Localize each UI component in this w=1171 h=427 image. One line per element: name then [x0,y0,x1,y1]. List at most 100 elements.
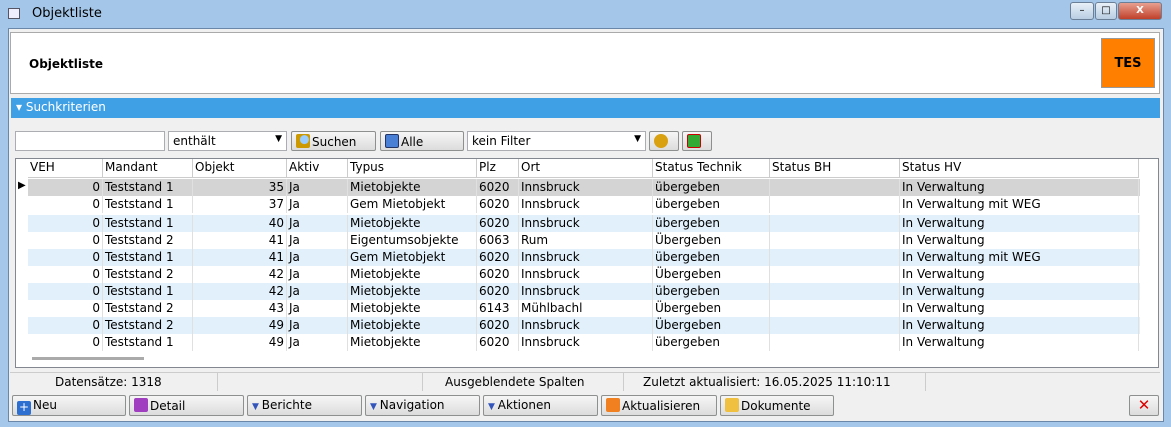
close-form-button[interactable]: ✕ [1129,395,1159,416]
title-bar [0,0,1171,28]
cell-objekt: 37 [193,196,287,213]
navigation-button[interactable]: ▼ Navigation [365,395,480,416]
cell-status-bh [770,334,900,351]
reports-button[interactable]: ▼ Berichte [247,395,362,416]
magnifier-icon [296,134,310,148]
filter-edit-button[interactable] [649,131,679,151]
table-row[interactable]: 0 Teststand 2 49 Ja Mietobjekte 6020 Innsbruck… [28,317,1140,334]
cell-ort: Innsbruck [519,249,653,266]
column-header-status-technik[interactable]: Status Technik [653,159,770,178]
cell-veh: 0 [28,300,103,317]
funnel-icon [654,134,668,148]
column-header-ort[interactable]: Ort [519,159,653,178]
chevron-down-icon: ▼ [275,134,282,144]
cell-typus: Mietobjekte [348,334,477,351]
cell-plz: 6020 [477,283,519,300]
table-row[interactable]: 0 Teststand 1 49 Ja Mietobjekte 6020 Innsbruck… [28,334,1140,351]
table-row[interactable]: 0 Teststand 1 42 Ja Mietobjekte 6020 Innsbruck… [28,283,1140,300]
actions-button[interactable]: ▼ Aktionen [483,395,598,416]
cell-typus: Mietobjekte [348,179,477,196]
column-header-plz[interactable]: Plz [477,159,519,178]
cell-status-bh [770,196,900,213]
filter-select[interactable]: kein Filter ▼ [467,131,646,151]
refresh-button[interactable]: Aktualisieren [601,395,717,416]
navigation-label: Navigation [379,398,445,412]
table-row[interactable]: 0 Teststand 1 41 Ja Gem Mietobjekt 6020 Innsbr… [28,249,1140,266]
hidden-columns-link[interactable]: Ausgeblendete Spalten [445,375,585,389]
window-title: Objektliste [32,6,102,21]
table-row[interactable]: 0 Teststand 1 35 Ja Mietobjekte 6020 Innsbruck… [28,179,1140,196]
reports-label: Berichte [261,398,312,412]
column-header-aktiv[interactable]: Aktiv [287,159,348,178]
close-window-button[interactable]: X [1118,2,1162,20]
all-button[interactable]: Alle [380,131,464,151]
cell-veh: 0 [28,249,103,266]
cell-status-hv: In Verwaltung mit WEG [900,196,1139,213]
cell-objekt: 41 [193,249,287,266]
detail-button[interactable]: Detail [129,395,244,416]
column-header-status-bh[interactable]: Status BH [770,159,900,178]
page-header: Objektliste TES [10,32,1160,94]
cell-mandant: Teststand 2 [103,232,193,249]
cell-aktiv: Ja [287,266,348,283]
table-row[interactable]: 0 Teststand 2 41 Ja Eigentumsobjekte 6063 Rum Ü… [28,232,1140,249]
cell-veh: 0 [28,179,103,196]
cell-ort: Innsbruck [519,179,653,196]
cell-veh: 0 [28,232,103,249]
chevron-down-icon: ▼ [634,134,641,144]
column-header-objekt[interactable]: Objekt [193,159,287,178]
search-button[interactable]: Suchen [291,131,376,151]
cell-aktiv: Ja [287,232,348,249]
object-table[interactable]: VEH Mandant Objekt Aktiv Typus Plz Ort Status T… [15,158,1159,368]
cell-aktiv: Ja [287,249,348,266]
cell-veh: 0 [28,334,103,351]
filter-value: kein Filter [472,134,531,148]
cell-typus: Mietobjekte [348,215,477,232]
cell-status-hv: In Verwaltung [900,179,1139,196]
column-header-typus[interactable]: Typus [348,159,477,178]
cell-aktiv: Ja [287,179,348,196]
cell-mandant: Teststand 2 [103,317,193,334]
cell-ort: Innsbruck [519,334,653,351]
search-input[interactable] [15,131,165,151]
horizontal-scrollbar[interactable] [32,357,144,360]
refresh-icon [606,398,620,412]
search-button-label: Suchen [312,135,357,149]
cell-plz: 6020 [477,317,519,334]
minimize-button[interactable]: – [1070,2,1094,20]
cell-veh: 0 [28,266,103,283]
cell-objekt: 41 [193,232,287,249]
cell-status-hv: In Verwaltung [900,334,1139,351]
table-row[interactable]: 0 Teststand 2 42 Ja Mietobjekte 6020 Innsbruck… [28,266,1140,283]
cell-ort: Innsbruck [519,317,653,334]
new-button[interactable]: + Neu [12,395,126,416]
cell-status-bh [770,215,900,232]
cell-aktiv: Ja [287,215,348,232]
maximize-button[interactable]: □ [1095,2,1117,20]
cell-status-hv: In Verwaltung [900,215,1139,232]
table-row[interactable]: 0 Teststand 1 37 Ja Gem Mietobjekt 6020 Innsbr… [28,196,1140,213]
cell-mandant: Teststand 1 [103,196,193,213]
operator-value: enthält [173,134,216,148]
table-row[interactable]: 0 Teststand 2 43 Ja Mietobjekte 6143 Mühlbachl… [28,300,1140,317]
cell-objekt: 35 [193,179,287,196]
column-header-status-hv[interactable]: Status HV [900,159,1139,178]
tenant-badge: TES [1101,38,1155,88]
cell-typus: Eigentumsobjekte [348,232,477,249]
table-row[interactable]: 0 Teststand 1 40 Ja Mietobjekte 6020 Innsbruck… [28,215,1140,232]
documents-button[interactable]: Dokumente [720,395,834,416]
column-header-veh[interactable]: VEH [28,159,103,178]
new-label: Neu [33,398,57,412]
column-header-mandant[interactable]: Mandant [103,159,193,178]
clear-filter-button[interactable] [682,131,712,151]
cell-mandant: Teststand 1 [103,283,193,300]
cell-plz: 6063 [477,232,519,249]
cell-status-technik: Übergeben [653,300,770,317]
cell-veh: 0 [28,317,103,334]
cell-typus: Mietobjekte [348,300,477,317]
search-criteria-toggle[interactable]: ▾ Suchkriterien [11,98,1160,118]
cell-mandant: Teststand 1 [103,334,193,351]
cell-status-technik: Übergeben [653,232,770,249]
operator-select[interactable]: enthält ▼ [168,131,287,151]
window-menu-icon[interactable] [8,8,20,19]
